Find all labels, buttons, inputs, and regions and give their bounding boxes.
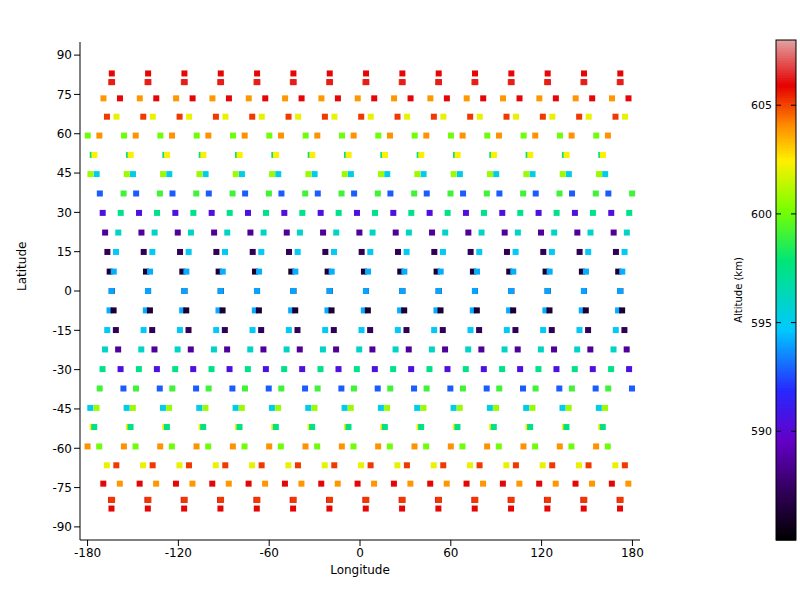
svg-text:60: 60 <box>443 546 458 560</box>
svg-text:45: 45 <box>57 166 72 180</box>
svg-text:60: 60 <box>57 127 72 141</box>
svg-text:-60: -60 <box>259 546 279 560</box>
svg-text:595: 595 <box>751 317 772 330</box>
svg-text:0: 0 <box>356 546 364 560</box>
svg-text:Altitude (km): Altitude (km) <box>733 257 744 323</box>
svg-text:-60: -60 <box>52 442 72 456</box>
svg-text:-90: -90 <box>52 520 72 534</box>
svg-text:-75: -75 <box>52 481 72 495</box>
svg-text:-30: -30 <box>52 363 72 377</box>
svg-text:-45: -45 <box>52 402 72 416</box>
svg-text:180: 180 <box>621 546 644 560</box>
svg-text:-120: -120 <box>165 546 192 560</box>
svg-text:75: 75 <box>57 88 72 102</box>
svg-text:Longitude: Longitude <box>330 563 390 577</box>
svg-text:-15: -15 <box>52 324 72 338</box>
svg-text:15: 15 <box>57 245 72 259</box>
svg-text:90: 90 <box>57 48 72 62</box>
svg-text:-180: -180 <box>74 546 101 560</box>
svg-text:30: 30 <box>57 206 72 220</box>
svg-text:590: 590 <box>751 425 772 438</box>
svg-text:Latitude: Latitude <box>15 242 29 291</box>
svg-text:0: 0 <box>64 284 72 298</box>
svg-text:605: 605 <box>751 99 772 112</box>
svg-text:600: 600 <box>751 208 772 221</box>
svg-text:120: 120 <box>530 546 553 560</box>
